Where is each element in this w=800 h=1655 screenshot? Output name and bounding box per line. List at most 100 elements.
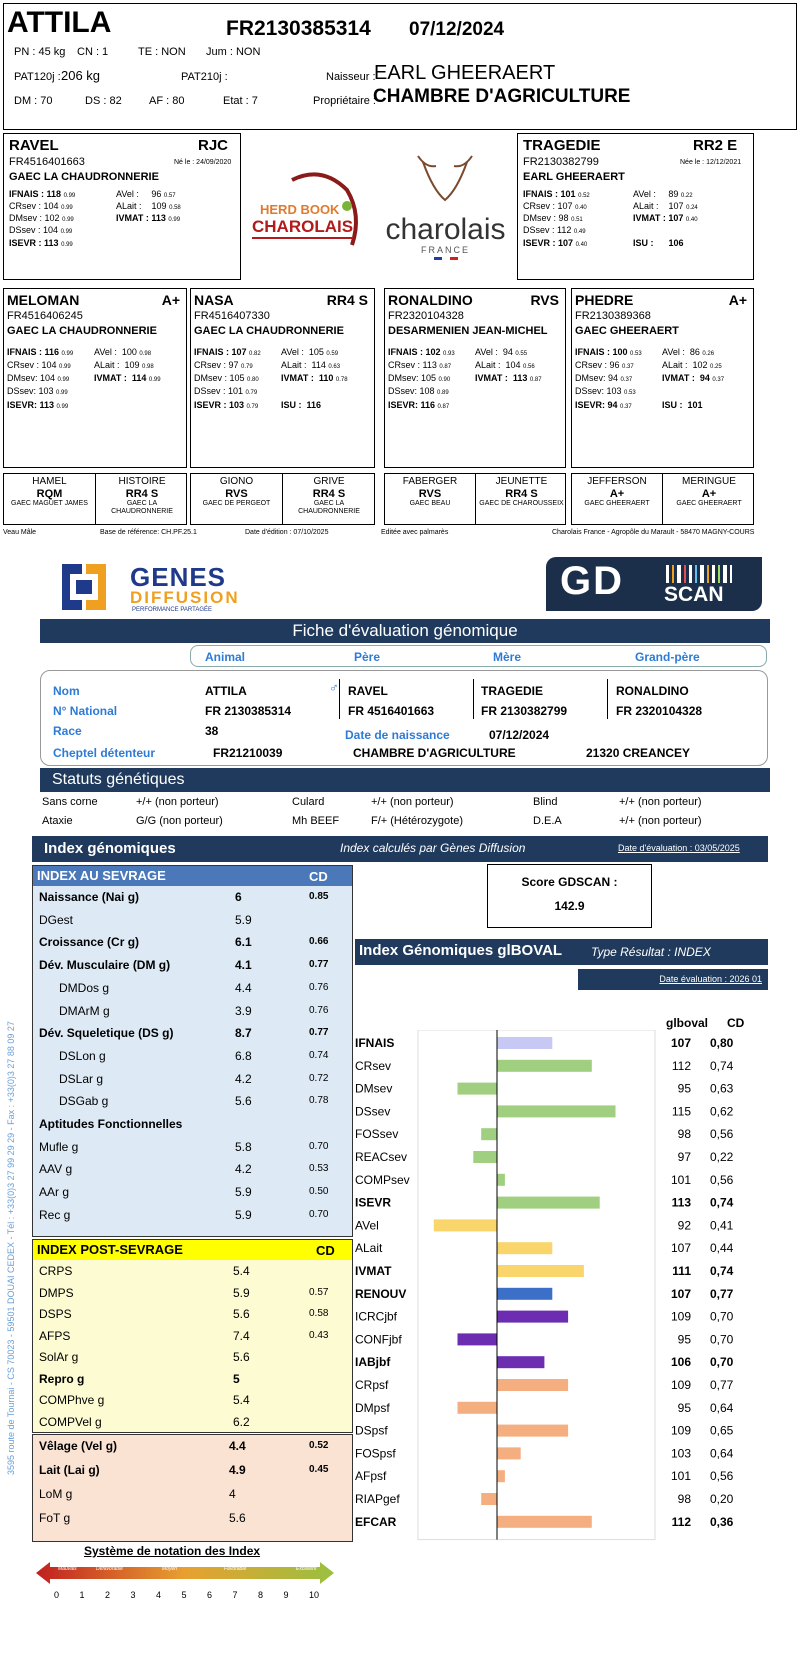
status-dea-label: D.E.A: [533, 815, 562, 827]
gp-1-right-3: IVMAT : 114 0.99: [94, 373, 161, 383]
date-naissance-value: 07/12/2024: [489, 728, 550, 742]
grandparent-card-1: MELOMAN A+ FR4516406245 GAEC LA CHAUDRONNER…: [3, 288, 187, 468]
index-value: 4.4: [229, 1439, 246, 1453]
bar-avel: [433, 1219, 497, 1232]
pere-id: FR 4516401663: [348, 704, 435, 718]
bar-alait: [497, 1242, 553, 1255]
genes-diffusion-logo: GENES DIFFUSION PERFORMANCE PARTAGÉE: [58, 560, 258, 616]
data-label-value: 101: [671, 1173, 691, 1187]
index-label: DSLar g: [59, 1071, 104, 1086]
ggp-3-name: GIONO: [219, 476, 254, 487]
data-label-cd: 0,20: [710, 1492, 734, 1506]
index-value: 5.4: [233, 1393, 250, 1407]
mother-card: TRAGEDIE RR2 E FR2130382799 Née le : 12/…: [517, 133, 754, 280]
ggp-3-qual: RVS: [225, 488, 248, 500]
pere-name: RAVEL: [348, 684, 388, 698]
row-label: FOSpsf: [355, 1446, 396, 1460]
father-dmsev-label: DMsev :: [9, 213, 43, 223]
index-sevrage-panel: INDEX AU SEVRAGE CD Naissance (Nai g) 6 0.…: [32, 865, 353, 1237]
scale-word-5: Excellent: [296, 1566, 317, 1572]
race-label: Race: [53, 724, 82, 738]
status-ataxie-value: G/G (non porteur): [136, 815, 223, 827]
index-post-sevrage-panel: INDEX POST-SEVRAGE CD CRPS 5.4 DMPS 5.9 0.57…: [32, 1239, 353, 1433]
ggp-8-owner: GAEC GHEERAERT: [676, 500, 742, 507]
data-label-value: 97: [678, 1150, 692, 1164]
france-word: FRANCE: [420, 245, 470, 255]
data-label-cd: 0,56: [710, 1127, 734, 1141]
pedigree-tabs: Animal Père Mère Grand-père: [190, 645, 767, 667]
ggp-7-name: JEFFERSON: [587, 476, 647, 487]
gdscan-logo: GD SCAN: [546, 557, 762, 611]
data-label-value: 115: [672, 1104, 691, 1118]
glboval-date-bar: Date évaluation : 2026 01: [578, 969, 768, 990]
glboval-date: Date évaluation : 2026 01: [659, 974, 762, 984]
ggp-6-owner: GAEC DE CHAROUSSEIX: [479, 500, 564, 507]
father-name: RAVEL: [9, 137, 59, 154]
ggp-5-name: FABERGER: [402, 476, 458, 487]
row-label: DSsev: [355, 1104, 390, 1118]
cow-head-icon: [417, 155, 473, 202]
status-culard-value: +/+ (non porteur): [371, 796, 454, 808]
gp-2-left-4: DSsev : 101 0.79: [194, 386, 258, 396]
herd-book-logo: HERD BOOK CHAROLAIS: [252, 160, 382, 260]
footer-edition-date: Date d'édition : 07/10/2025: [245, 529, 329, 536]
gp-4-left-2: CRsev : 96 0.37: [575, 360, 634, 370]
status-blind-value: +/+ (non porteur): [619, 796, 702, 808]
index-label: Croissance (Cr g): [39, 935, 140, 950]
row-label: CONFjbf: [355, 1332, 402, 1346]
index-value: 5.6: [233, 1307, 250, 1321]
row-label: FOSsev: [355, 1127, 398, 1141]
bar-compsev: [497, 1173, 505, 1186]
index-label: Dév. Musculaire (DM g): [39, 958, 171, 973]
tab-mere[interactable]: Mère: [493, 650, 522, 664]
father-card: RAVEL RJC FR4516401663 Né le : 24/09/202…: [3, 133, 241, 280]
mother-dssev-label: DSsev :: [523, 225, 555, 235]
tab-grand-pere[interactable]: Grand-père: [635, 650, 700, 664]
row-label: DSpsf: [355, 1424, 388, 1438]
pat120-value: 206 kg: [61, 68, 101, 83]
status-sans-corne-value: +/+ (non porteur): [136, 796, 219, 808]
mother-dmsev-cd: 0.51: [571, 217, 583, 223]
index-value: 5.6: [229, 1511, 246, 1525]
index-cd: 0.77: [309, 1027, 329, 1039]
index-label: DMArM g: [59, 1003, 110, 1018]
index-label: DSLon g: [59, 1048, 106, 1063]
index-cd: 0.57: [309, 1286, 329, 1298]
gp-3-right-3: IVMAT : 113 0.87: [475, 373, 542, 383]
row-label: RENOUV: [355, 1287, 406, 1301]
mother-ifnais-cd: 0.52: [578, 193, 590, 199]
gp-4-owner: GAEC GHEERAERT: [575, 325, 679, 337]
father-isevr: 113: [44, 238, 59, 248]
data-label-value: 109: [671, 1424, 691, 1438]
gp-1-name: MELOMAN: [7, 292, 80, 308]
tab-pere[interactable]: Père: [354, 650, 381, 664]
data-label-cd: 0,36: [710, 1515, 734, 1529]
nom-label: Nom: [53, 684, 80, 698]
index-label: Dév. Squeletique (DS g): [39, 1026, 174, 1041]
data-label-value: 109: [671, 1310, 691, 1324]
herd-book-text: HERD BOOK: [260, 202, 340, 217]
ggp-4-qual: RR4 S: [312, 488, 346, 500]
father-ivmat-cd: 0.99: [168, 217, 181, 223]
index-label: Rec g: [39, 1207, 71, 1222]
index-value: 5.6: [235, 1094, 252, 1109]
index-velage-panel: Vêlage (Vel g) 4.4 0.52 Lait (Lai g) 4.9 0.45…: [32, 1434, 353, 1542]
father-crsev-label: CRsev :: [9, 201, 42, 211]
ggp-1-qual: RQM: [36, 488, 63, 500]
tab-animal[interactable]: Animal: [205, 650, 246, 664]
mother-isevr-label: ISEVR :: [523, 238, 556, 248]
index-value: 5.4: [233, 1264, 250, 1278]
data-label-cd: 0,74: [710, 1264, 734, 1278]
cn-field: CN : 1: [77, 46, 109, 58]
scale-number: 5: [181, 1590, 187, 1600]
grandparent-card-3: RONALDINO RVS FR2320104328 DESARMENIEN JEAN…: [384, 288, 566, 468]
scale-number: 2: [105, 1590, 111, 1600]
gp-4-left-5: ISEVR: 94 0.37: [575, 400, 632, 410]
index-value: 5.9: [235, 912, 252, 927]
index-sevrage-title: INDEX AU SEVRAGE: [33, 866, 352, 886]
father-ifnais-cd: 0.99: [63, 193, 76, 199]
index-label: Naissance (Nai g): [39, 890, 140, 904]
data-label-value: 106: [671, 1355, 691, 1369]
great-grandparents-3: FABERGER RVS GAEC BEAU JEUNETTE RR4 S GAEC D…: [384, 473, 566, 525]
status-dea-value: +/+ (non porteur): [619, 815, 702, 827]
